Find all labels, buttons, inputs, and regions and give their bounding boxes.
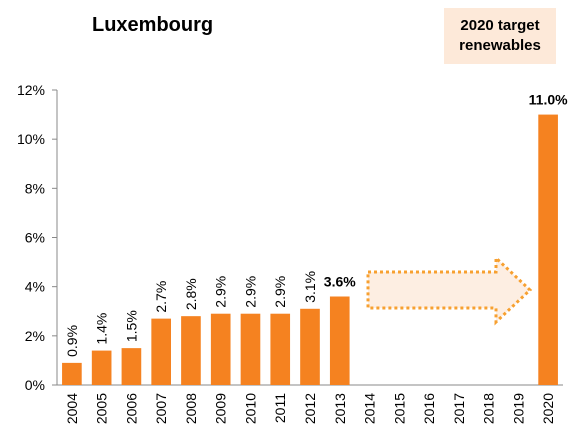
annotation: 2020 target renewables [444,8,556,64]
x-tick-label: 2004 [64,393,80,424]
x-tick-label: 2013 [332,393,348,424]
value-label: 1.5% [123,310,139,342]
value-label: 2.8% [183,278,199,310]
x-tick-label: 2009 [213,393,229,424]
y-tick-label: 0% [25,377,45,393]
value-label: 0.9% [64,325,80,357]
bar [91,350,112,385]
value-label: 2.9% [213,276,229,308]
x-tick-label: 2008 [183,393,199,424]
bar [210,313,231,385]
x-tick-label: 2014 [362,393,378,424]
bar [62,362,82,385]
x-tick-label: 2007 [153,393,169,424]
x-tick-label: 2012 [302,393,318,424]
x-tick-label: 2018 [481,393,497,424]
x-tick-label: 2016 [421,393,437,424]
x-tick-label: 2015 [391,393,407,424]
chart-title: Luxembourg [92,14,214,36]
bar [300,308,320,385]
x-tick-label: 2017 [451,393,467,424]
y-tick-label: 2% [25,328,45,344]
bar [240,313,261,385]
bar [329,296,350,385]
bar [270,313,291,385]
bar [538,114,558,385]
x-tick-label: 2010 [242,393,258,424]
bar [151,318,171,385]
value-label: 2.9% [272,276,288,308]
x-tick-label: 2005 [94,393,110,424]
y-tick-label: 6% [25,230,45,246]
value-label: 3.1% [302,271,318,303]
value-label: 1.4% [94,313,110,345]
bar [181,316,201,385]
value-label: 3.6% [324,274,356,290]
bar [121,348,142,385]
value-label: 11.0% [529,92,568,108]
y-tick-label: 4% [25,279,45,295]
x-tick-label: 2020 [540,393,556,424]
x-tick-label: 2006 [123,393,139,424]
x-tick-label: 2019 [510,393,526,424]
value-label: 2.9% [242,276,258,308]
value-label: 2.7% [153,281,169,313]
y-tick-label: 8% [25,180,45,196]
y-tick-label: 12% [17,82,45,98]
x-tick-label: 2011 [272,393,288,423]
arrow [366,254,533,326]
y-tick-label: 10% [17,131,45,147]
